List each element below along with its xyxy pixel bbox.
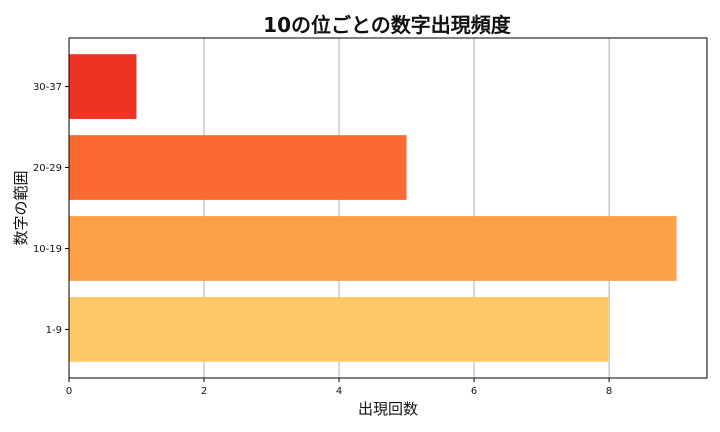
bar-30-37 [69,54,137,119]
y-tick-label: 10-19 [33,244,62,255]
x-tick-label: 0 [66,386,72,397]
bar-20-29 [69,135,407,200]
x-tick-label: 4 [336,386,342,397]
x-tick-label: 2 [201,386,207,397]
x-tick-label: 6 [471,386,477,397]
x-axis-label: 出現回数 [358,400,418,418]
bars [69,54,677,362]
plot-frame [68,37,708,379]
chart-title: 10の位ごとの数字出現頻度 [263,13,512,37]
y-tick-label: 1-9 [46,325,62,336]
y-tick-label: 30-37 [33,82,62,93]
bar-10-19 [69,216,677,281]
y-tick-label: 20-29 [33,163,62,174]
y-axis-label: 数字の範囲 [12,170,30,245]
x-tick-label: 8 [606,386,612,397]
x-axis-ticks: 0 2 4 6 8 [66,378,612,397]
bar-1-9 [69,297,610,362]
y-axis-ticks: 1-9 10-19 20-29 30-37 [33,82,69,336]
